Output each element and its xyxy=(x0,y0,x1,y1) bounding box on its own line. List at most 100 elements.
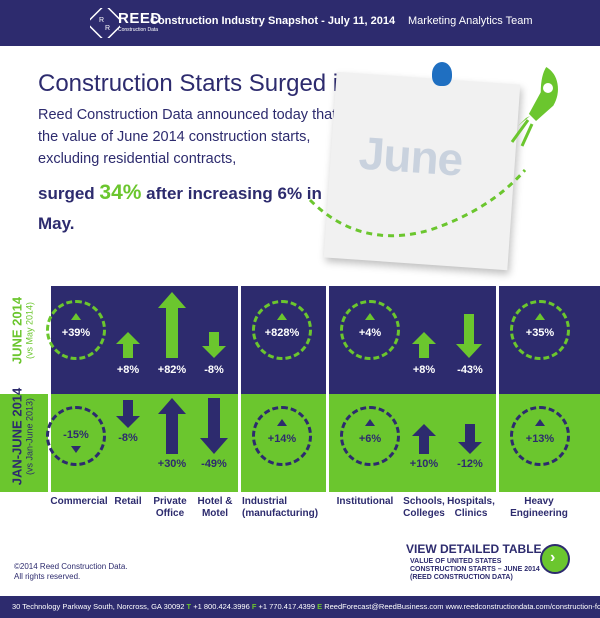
heavy-june-badge: +35% xyxy=(510,300,570,360)
schools-ytd-value: +10% xyxy=(409,458,439,470)
pushpin-icon xyxy=(432,62,452,86)
heavy-june-value: +35% xyxy=(525,327,555,339)
hotel-ytd-down-arrow-icon xyxy=(200,398,228,454)
category-schools-line1: Schools, xyxy=(403,496,445,507)
category-private-office-line1: Private xyxy=(153,496,187,507)
june-row-label: JUNE 2014 (vs May 2014) xyxy=(10,281,35,381)
retail-ytd-value: -8% xyxy=(118,432,138,444)
up-arrow-icon xyxy=(535,419,545,426)
private-office-june-value: +82% xyxy=(157,364,187,376)
retail-june-value: +8% xyxy=(116,364,140,376)
divider xyxy=(326,286,329,492)
footer-phone-label: T xyxy=(186,602,192,611)
institutional-june-badge: +4% xyxy=(340,300,400,360)
svg-text:R: R xyxy=(105,25,110,32)
up-arrow-icon xyxy=(71,313,81,320)
divider xyxy=(238,286,241,492)
reed-logo-icon: R R xyxy=(90,8,120,38)
commercial-june-value: +39% xyxy=(61,327,91,339)
category-retail: Retail xyxy=(114,496,142,507)
chevron-right-icon: › xyxy=(550,549,556,566)
surge-post: after increasing 6% in May. xyxy=(38,184,322,233)
svg-text:R: R xyxy=(99,17,104,24)
hospitals-ytd-value: -12% xyxy=(457,458,483,470)
copyright: ©2014 Reed Construction Data. All rights… xyxy=(14,562,128,582)
up-arrow-icon xyxy=(535,313,545,320)
footer-address: 30 Technology Parkway South, Norcross, G… xyxy=(12,602,187,611)
view-table-subtitle-line3: (REED CONSTRUCTION DATA) xyxy=(410,574,513,581)
view-table-subtitle: VALUE OF UNITED STATES CONSTRUCTION STAR… xyxy=(410,558,540,582)
up-arrow-icon xyxy=(365,419,375,426)
category-schools: Schools, Colleges xyxy=(402,496,446,520)
industrial-june-value: +828% xyxy=(264,327,300,339)
industrial-ytd-value: +14% xyxy=(267,433,297,445)
category-hospitals: Hospitals, Clinics xyxy=(446,496,496,520)
category-private-office-line2: Office xyxy=(155,508,185,519)
down-arrow-icon xyxy=(71,446,81,453)
go-button[interactable]: › xyxy=(540,544,570,574)
team-label: Marketing Analytics Team xyxy=(408,15,533,27)
category-industrial-line2: (manufacturing) xyxy=(242,508,319,519)
category-hotel: Hotel & Motel xyxy=(194,496,236,520)
surge-pre: surged xyxy=(38,184,100,203)
footer-phone: +1 800.424.3996 xyxy=(191,602,252,611)
top-bar: R R REED Construction Data Construction … xyxy=(0,0,600,46)
retail-ytd-down-arrow-icon xyxy=(116,400,140,428)
category-heavy-line2: Engineering xyxy=(510,508,568,519)
footer-fax-label: F xyxy=(251,602,257,611)
ytd-row-title: JAN-JUNE 2014 xyxy=(9,387,25,486)
up-arrow-icon xyxy=(277,419,287,426)
category-hotel-line2: Motel xyxy=(201,508,229,519)
hospitals-ytd-down-arrow-icon xyxy=(458,424,482,454)
category-industrial: Industrial (manufacturing) xyxy=(242,496,326,520)
category-private-office: Private Office xyxy=(148,496,192,520)
logo-subtitle: Construction Data xyxy=(118,27,159,33)
page-title: Construction Industry Snapshot - July 11… xyxy=(150,15,396,27)
commercial-june-badge: +39% xyxy=(46,300,106,360)
private-office-ytd-up-arrow-icon xyxy=(158,398,186,454)
divider xyxy=(48,286,51,492)
surge-text: surged 34% after increasing 6% in May. xyxy=(38,178,338,239)
footer: 30 Technology Parkway South, Norcross, G… xyxy=(0,596,600,618)
row-label-column-green xyxy=(0,394,48,492)
institutional-june-value: +4% xyxy=(358,327,382,339)
category-institutional: Institutional xyxy=(336,496,394,507)
category-hotel-line1: Hotel & xyxy=(197,496,233,507)
copyright-line1: ©2014 Reed Construction Data. xyxy=(14,562,128,571)
commercial-ytd-badge: -15% xyxy=(46,406,106,466)
view-table-link[interactable]: VIEW DETAILED TABLE xyxy=(406,542,542,556)
view-table-subtitle-line1: VALUE OF UNITED STATES xyxy=(410,558,502,565)
dashed-trajectory xyxy=(308,169,527,238)
category-commercial: Commercial xyxy=(50,496,108,507)
hospitals-june-value: -43% xyxy=(457,364,483,376)
category-industrial-line1: Industrial xyxy=(242,496,288,507)
heavy-ytd-badge: +13% xyxy=(510,406,570,466)
category-hospitals-line2: Clinics xyxy=(454,508,488,519)
view-table-subtitle-line2: CONSTRUCTION STARTS – JUNE 2014 xyxy=(410,566,540,573)
logo-word: REED xyxy=(118,10,162,27)
surge-percentage: 34% xyxy=(99,181,142,204)
private-office-ytd-value: +30% xyxy=(157,458,187,470)
footer-email-label: E xyxy=(317,602,323,611)
heavy-ytd-value: +13% xyxy=(525,433,555,445)
category-schools-line2: Colleges xyxy=(403,508,445,519)
industrial-june-badge: +828% xyxy=(252,300,312,360)
footer-email-web[interactable]: ReedForecast@ReedBusiness.com www.reedco… xyxy=(322,602,600,611)
schools-ytd-up-arrow-icon xyxy=(412,424,436,454)
schools-june-up-arrow-icon xyxy=(412,332,436,358)
commercial-ytd-value: -15% xyxy=(63,429,89,441)
category-heavy-line1: Heavy xyxy=(524,496,554,507)
lede-text: Reed Construction Data announced today t… xyxy=(38,107,337,167)
copyright-line2: All rights reserved. xyxy=(14,572,81,581)
hospitals-june-down-arrow-icon xyxy=(456,314,482,358)
institutional-ytd-value: +6% xyxy=(358,433,382,445)
up-arrow-icon xyxy=(365,313,375,320)
hotel-ytd-value: -49% xyxy=(201,458,227,470)
june-row-title: JUNE 2014 xyxy=(9,296,25,365)
retail-june-up-arrow-icon xyxy=(116,332,140,358)
category-heavy: Heavy Engineering xyxy=(506,496,572,520)
hotel-june-value: -8% xyxy=(204,364,224,376)
ytd-row-label: JAN-JUNE 2014 (vs Jan-June 2013) xyxy=(10,387,35,487)
ytd-row-subtitle: (vs Jan-June 2013) xyxy=(24,397,35,476)
june-row-subtitle: (vs May 2014) xyxy=(24,301,35,360)
